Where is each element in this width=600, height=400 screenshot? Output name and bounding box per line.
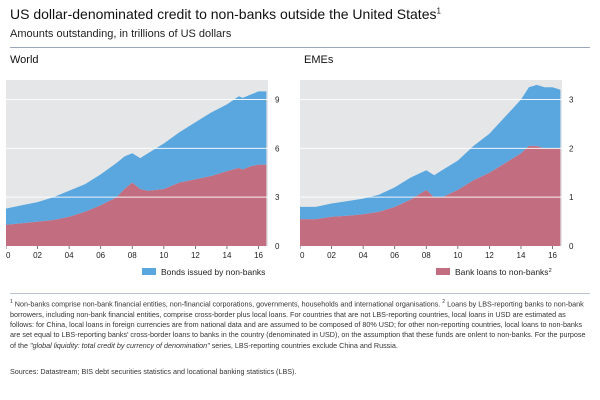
title-footnote-marker: 1 [436, 6, 441, 16]
world-legend-swatch [142, 268, 156, 275]
emes-legend-label: Bank loans to non-banks2 [455, 267, 552, 277]
footnote-italic: "global liquidity: total credit by curre… [29, 340, 210, 350]
top-divider [10, 47, 590, 48]
emes-legend-swatch [436, 268, 450, 275]
emes-x-tick-label-6: 12 [485, 251, 494, 260]
emes-series-bonds-area [300, 84, 561, 220]
footnote-marker-2: 2 [442, 299, 446, 305]
world-y-tick-label-9: 9 [275, 96, 280, 105]
emes-x-tick-label-5: 10 [453, 251, 462, 260]
footnote-marker-1: 1 [10, 299, 13, 305]
world-x-tick-label-2: 04 [65, 251, 74, 260]
world-x-tick-label-0: 00 [6, 251, 11, 260]
world-legend-label: Bonds issued by non-banks [161, 267, 265, 277]
world-y-tick-label-6: 6 [275, 144, 280, 153]
footnote-text-1: Non-banks comprise non-bank financial en… [14, 299, 441, 309]
emes-y-tick-label-0: 0 [569, 242, 574, 251]
footnote-text-2: Loans by LBS-reporting banks to non-bank… [10, 299, 586, 350]
emes-series-bank-loans-area [300, 145, 561, 246]
footnote-text-3: series, LBS-reporting countries exclude … [211, 340, 398, 350]
emes-legend-sup: 2 [549, 268, 552, 274]
chart-subtitle: Amounts outstanding, in trillions of US … [10, 28, 232, 40]
sources-note: Sources: Datastream; BIS debt securities… [10, 367, 297, 376]
emes-y-tick-label-2: 2 [569, 144, 574, 153]
world-x-tick-label-6: 12 [191, 251, 200, 260]
emes-y-tick-label-1: 1 [569, 193, 574, 202]
world-x-tick-label-7: 14 [223, 251, 232, 260]
emes-x-tick-label-3: 06 [390, 251, 399, 260]
emes-x-tick-label-4: 08 [422, 251, 431, 260]
bottom-divider [10, 293, 590, 294]
world-series-bonds-area [6, 91, 267, 225]
emes-x-tick-label-0: 00 [300, 251, 305, 260]
emes-x-tick-label-7: 14 [517, 251, 526, 260]
world-y-tick-label-3: 3 [275, 193, 280, 202]
footnote: 1 Non-banks comprise non-bank financial … [10, 297, 590, 351]
world-x-tick-label-3: 06 [96, 251, 105, 260]
chart-world: 0 3 6 9 00 02 04 06 08 10 12 14 16 Bonds issued by no… [6, 80, 280, 277]
world-x-tick-label-5: 10 [159, 251, 168, 260]
emes-y-tick-label-3: 3 [569, 96, 574, 105]
emes-x-tick-label-2: 04 [359, 251, 368, 260]
panel-title-world: World [10, 54, 39, 66]
chart-emes: 0123000204060810121416Bank loans to non-… [300, 80, 574, 277]
world-series-bank-loans-area [6, 164, 267, 246]
panel-title-emes: EMEs [304, 54, 334, 66]
world-x-tick-label-1: 02 [33, 251, 42, 260]
world-x-tick-label-8: 16 [254, 251, 263, 260]
emes-x-tick-label-1: 02 [327, 251, 336, 260]
emes-x-tick-label-8: 16 [548, 251, 557, 260]
world-y-tick-label-0: 0 [275, 242, 280, 251]
world-x-tick-label-4: 08 [128, 251, 137, 260]
chart-title: US dollar-denominated credit to non-bank… [10, 6, 441, 22]
